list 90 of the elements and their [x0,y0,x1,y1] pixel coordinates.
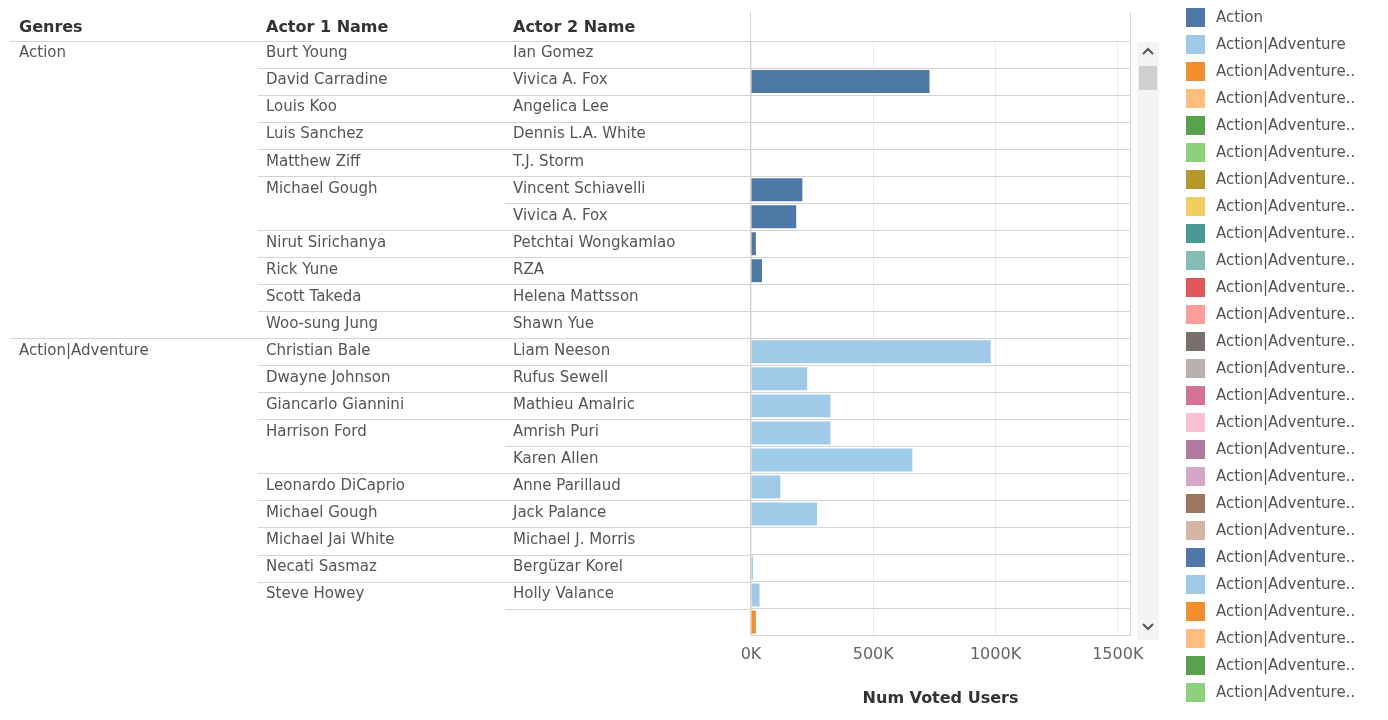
legend-label: Action|Adventure.. [1216,88,1356,107]
text: Harrison Ford [266,421,367,440]
y-tick-label: RZA [513,259,545,278]
bar [751,394,831,418]
legend-label: Action|Adventure.. [1216,169,1356,188]
text: Genres [19,17,83,37]
text: Leonardo DiCaprio [266,475,405,494]
bar [751,502,818,526]
legend-label: Action|Adventure.. [1216,304,1356,323]
legend-label: Action|Adventure.. [1216,115,1356,134]
y-tick-label: Helena Mattsson [513,286,639,305]
y-tick-label: Amrish Puri [513,421,599,440]
bar [751,583,760,607]
x-tick-label: 1000K [969,644,1022,664]
text: Woo-sung Jung [266,313,379,332]
y-tick-label: Bergüzar Korel [513,556,623,575]
legend-label: Action|Adventure.. [1216,385,1356,404]
legend-label: Action|Adventure.. [1216,574,1356,593]
y-tick-label: Karen Allen [513,448,599,467]
x-tick-label: 1500K [1092,644,1144,664]
y-tick-label: Anne Parillaud [513,475,621,494]
bar [751,448,913,472]
legend-label: Action|Adventure.. [1216,439,1356,458]
text: Nirut Sirichanya [266,232,387,251]
y-tick-label: Michael J. Morris [513,529,636,548]
legend-label: Action|Adventure.. [1216,331,1356,350]
y-tick-label: Holly Valance [513,583,615,602]
bar [751,70,930,94]
bar [751,205,797,229]
legend-label: Action|Adventure.. [1216,601,1356,620]
text: Michael Gough [266,502,378,521]
text: Dwayne Johnson [266,367,391,386]
text: Action|Adventure [19,340,149,359]
legend-label: Action|Adventure.. [1216,142,1356,161]
y-tick-label: Dennis L.A. White [513,124,646,143]
legend-label: Action|Adventure.. [1216,682,1356,701]
text: Actor 1 Name [266,17,389,37]
y-tick-label: Vivica A. Fox [513,70,608,89]
legend-label: Action|Adventure.. [1216,628,1356,647]
text: Luis Sanchez [266,124,364,143]
bar [751,340,991,364]
y-tick-label: Rufus Sewell [513,367,609,386]
y-tick-label: Jack Palance [512,502,607,521]
legend-label: Action|Adventure.. [1216,547,1356,566]
x-tick-label: 500K [852,644,895,664]
y-tick-label: Vincent Schiavelli [513,178,646,197]
text: Rick Yune [266,259,338,278]
legend-label: Action|Adventure [1216,34,1346,53]
legend-label: Action|Adventure.. [1216,196,1356,215]
legend-label: Action|Adventure.. [1216,250,1356,269]
text: Christian Bale [266,340,371,359]
x-tick-label: 0K [740,644,762,664]
text: Action [19,43,66,62]
text: Louis Koo [266,97,337,116]
text: Giancarlo Giannini [266,394,405,413]
text: Burt Young [266,43,348,62]
legend-label: Action|Adventure.. [1216,520,1356,539]
text: Scott Takeda [266,286,362,305]
bar [751,367,808,391]
bar [751,421,831,445]
bar [751,610,756,634]
bar [751,232,756,256]
y-tick-label: Liam Neeson [513,340,611,359]
y-tick-label: Petchtai Wongkamlao [513,232,676,251]
legend-label: Action|Adventure.. [1216,358,1356,377]
text: David Carradine [266,70,388,89]
text: Steve Howey [266,583,365,602]
legend-label: Action [1216,7,1263,26]
y-tick-label: Shawn Yue [513,313,594,332]
legend-label: Action|Adventure.. [1216,655,1356,674]
bar [751,259,762,283]
legend-label: Action|Adventure.. [1216,493,1356,512]
text: Michael Jai White [266,529,395,548]
y-tick-label: Vivica A. Fox [513,205,608,224]
x-axis-title: Num Voted Users [862,687,1019,707]
text: Michael Gough [266,178,378,197]
legend-label: Action|Adventure.. [1216,277,1356,296]
text: Actor 2 Name [513,17,636,37]
y-tick-label: Ian Gomez [513,43,594,62]
legend-label: Action|Adventure.. [1216,223,1356,242]
text: Necati Sasmaz [266,556,378,575]
bar [751,475,781,499]
legend-label: Action|Adventure.. [1216,466,1356,485]
bar [751,178,803,202]
y-tick-label: Angelica Lee [513,97,609,116]
legend-label: Action|Adventure.. [1216,61,1356,80]
text: Matthew Ziff [266,151,362,170]
y-tick-label: Mathieu Amalric [513,394,636,413]
y-tick-label: T.J. Storm [512,151,585,170]
legend-label: Action|Adventure.. [1216,412,1356,431]
